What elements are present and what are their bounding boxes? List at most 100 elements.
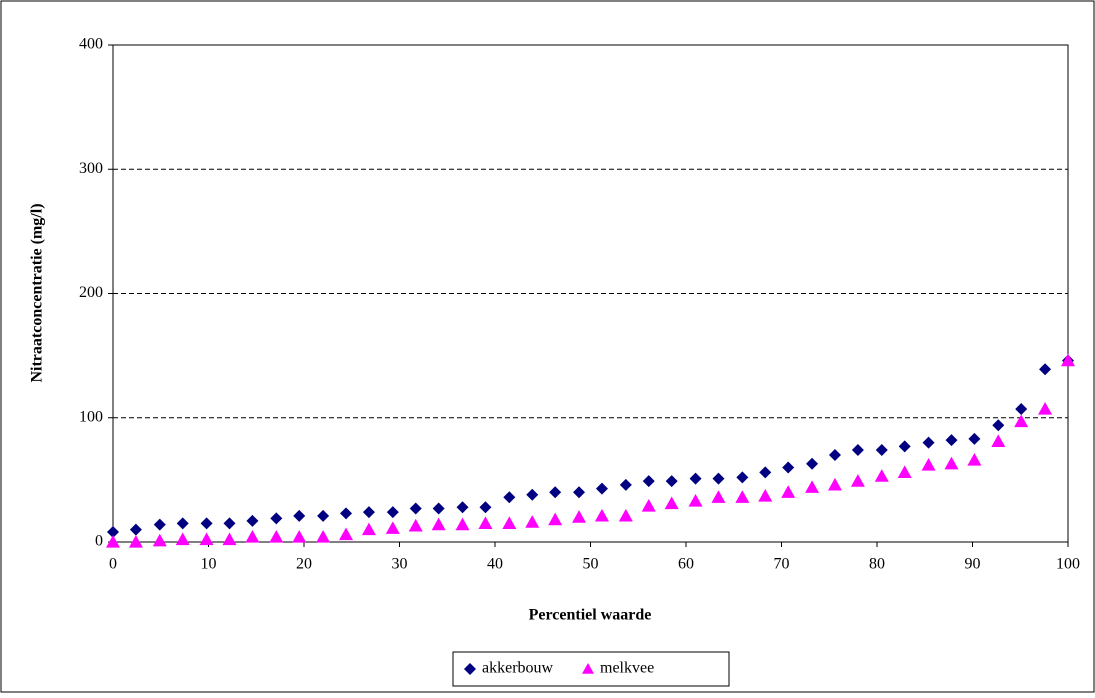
point xyxy=(361,522,376,536)
x-tick-label: 20 xyxy=(296,556,312,573)
point xyxy=(200,517,213,530)
point xyxy=(874,469,889,482)
point xyxy=(573,486,586,499)
point xyxy=(455,517,470,531)
point xyxy=(736,471,749,484)
point xyxy=(1038,402,1053,415)
point xyxy=(456,501,469,514)
point xyxy=(897,465,912,479)
legend-label: melkvee xyxy=(600,660,654,677)
point xyxy=(246,514,259,527)
x-tick-label: 10 xyxy=(201,556,217,573)
point xyxy=(478,516,493,529)
point xyxy=(665,475,678,488)
point xyxy=(944,456,959,470)
point xyxy=(781,485,796,498)
point xyxy=(548,512,563,526)
point xyxy=(339,527,354,541)
point xyxy=(806,457,819,470)
point xyxy=(782,461,795,474)
point xyxy=(549,486,562,499)
point xyxy=(922,436,935,449)
point xyxy=(129,523,142,536)
point xyxy=(408,518,423,532)
point xyxy=(945,434,958,447)
x-tick-label: 90 xyxy=(965,556,981,573)
point xyxy=(502,516,517,529)
point xyxy=(758,489,773,502)
point xyxy=(362,506,375,519)
point xyxy=(967,452,982,466)
y-axis-label: Nitraatconcentratie (mg/l) xyxy=(29,203,46,382)
point xyxy=(292,530,307,543)
point xyxy=(222,532,237,546)
point xyxy=(152,533,167,547)
legend-marker xyxy=(464,663,476,675)
point xyxy=(199,532,214,546)
point xyxy=(735,490,750,503)
point xyxy=(503,491,516,504)
point xyxy=(270,512,283,525)
point xyxy=(618,508,633,522)
point xyxy=(340,507,353,520)
x-tick-label: 70 xyxy=(774,556,790,573)
point xyxy=(1039,363,1052,376)
point xyxy=(175,532,190,546)
point xyxy=(385,521,400,534)
x-tick-label: 80 xyxy=(869,556,885,573)
point xyxy=(827,477,842,491)
point xyxy=(642,475,655,488)
point xyxy=(619,478,632,491)
point xyxy=(1061,353,1075,367)
point xyxy=(992,419,1005,432)
point xyxy=(106,535,120,548)
point xyxy=(431,517,446,531)
x-tick-label: 30 xyxy=(392,556,408,573)
point xyxy=(386,506,399,519)
point xyxy=(921,457,936,471)
y-tick-label: 100 xyxy=(79,408,103,425)
point xyxy=(875,444,888,457)
x-tick-label: 40 xyxy=(487,556,503,573)
point xyxy=(128,535,143,548)
point xyxy=(712,472,725,485)
x-tick-label: 60 xyxy=(678,556,694,573)
point xyxy=(898,440,911,453)
point xyxy=(317,509,330,522)
x-axis-label: Percentiel waarde xyxy=(529,607,652,624)
legend-label: akkerbouw xyxy=(482,660,554,677)
point xyxy=(245,530,260,543)
point xyxy=(991,434,1006,447)
point xyxy=(316,530,331,543)
point xyxy=(595,482,608,495)
point xyxy=(432,502,445,515)
point xyxy=(223,517,236,530)
y-tick-label: 200 xyxy=(79,284,103,301)
point xyxy=(107,526,119,539)
point xyxy=(526,488,539,501)
point xyxy=(293,509,306,522)
point xyxy=(805,480,820,493)
point xyxy=(1014,414,1029,428)
point xyxy=(851,444,864,457)
x-tick-label: 100 xyxy=(1056,556,1080,573)
x-tick-label: 0 xyxy=(109,556,117,573)
point xyxy=(850,474,865,487)
point xyxy=(689,472,702,485)
point xyxy=(176,517,189,530)
y-tick-label: 300 xyxy=(79,160,103,177)
x-tick-label: 50 xyxy=(583,556,599,573)
point xyxy=(641,498,656,512)
y-tick-label: 400 xyxy=(79,36,103,53)
point xyxy=(153,518,166,531)
point xyxy=(409,502,422,515)
point xyxy=(525,515,540,528)
point xyxy=(759,466,772,479)
point xyxy=(968,432,981,445)
point xyxy=(664,496,679,510)
point xyxy=(1015,403,1028,416)
point xyxy=(269,530,284,543)
point xyxy=(688,493,703,507)
point xyxy=(479,501,492,514)
